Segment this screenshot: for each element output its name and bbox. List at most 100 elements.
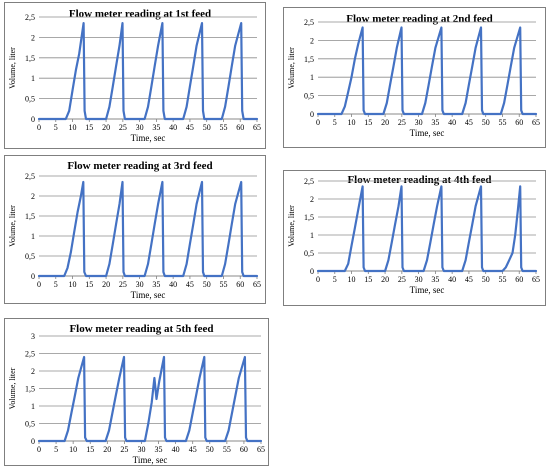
y-tick-label: 0 (31, 437, 35, 446)
x-tick-label: 60 (240, 445, 248, 454)
y-tick-label: 2 (31, 367, 35, 376)
y-axis-label: Volume, liter (8, 47, 17, 89)
x-tick-label: 55 (498, 275, 506, 284)
x-tick-label: 5 (54, 280, 58, 289)
x-tick-label: 10 (348, 275, 356, 284)
series-line (316, 26, 538, 116)
x-tick-label: 50 (203, 280, 211, 289)
y-tick-label: 0,5 (25, 252, 35, 261)
x-tick-label: 20 (103, 445, 111, 454)
y-tick-label: 2,5 (25, 13, 35, 22)
y-tick-label: 2 (31, 33, 35, 42)
chart-panel-3rd-feed: Flow meter reading at 3rd feed 0 0,5 1 1,5 2 2… (4, 155, 266, 304)
x-tick-label: 35 (152, 123, 160, 132)
y-tick-label: 0 (310, 110, 314, 119)
x-tick-label: 55 (219, 280, 227, 289)
x-tick-label: 45 (186, 123, 194, 132)
x-tick-label: 50 (482, 275, 490, 284)
chart-title: Flow meter reading at 4th feed (347, 174, 491, 186)
x-tick-label: 30 (137, 445, 145, 454)
y-tick-label: 1 (310, 231, 314, 240)
x-tick-label: 55 (223, 445, 231, 454)
chart-svg: Flow meter reading at 4th feed 0 0,5 1 1,5 2 2… (287, 174, 540, 295)
x-tick-label: 10 (69, 445, 77, 454)
x-tick-label: 15 (86, 445, 94, 454)
x-tick-label: 50 (203, 123, 211, 132)
x-tick-label: 55 (498, 118, 506, 127)
y-tick-label: 1,5 (25, 54, 35, 63)
y-tick-label: 1,5 (25, 385, 35, 394)
x-tick-label: 25 (120, 445, 128, 454)
y-tick-label: 2,5 (304, 18, 314, 27)
chart-panel-2nd-feed: Flow meter reading at 2nd feed 0 0,5 1 1,5 2 2… (283, 7, 546, 148)
y-tick-label: 0 (31, 272, 35, 281)
x-tick-label: 15 (364, 275, 372, 284)
y-tick-label: 0,5 (25, 95, 35, 104)
y-axis-label: Volume, liter (8, 205, 17, 247)
x-tick-label: 30 (415, 118, 423, 127)
y-tick-label: 2 (310, 195, 314, 204)
x-tick-label: 15 (85, 123, 93, 132)
x-tick-label: 60 (515, 118, 523, 127)
y-tick-label: 1 (310, 73, 314, 82)
x-tick-label: 35 (155, 445, 163, 454)
y-tick-label: 2 (31, 192, 35, 201)
y-tick-label: 3 (31, 332, 35, 341)
x-tick-label: 40 (172, 445, 180, 454)
y-tick-label: 0 (31, 115, 35, 124)
x-tick-label: 0 (316, 275, 320, 284)
x-tick-label: 25 (398, 275, 406, 284)
x-tick-label: 35 (152, 280, 160, 289)
y-axis-label: Volume, liter (8, 367, 17, 409)
x-tick-label: 60 (236, 123, 244, 132)
y-tick-label: 1 (31, 74, 35, 83)
y-tick-label: 0,5 (304, 92, 314, 101)
x-tick-label: 0 (37, 123, 41, 132)
series-line (37, 22, 259, 121)
series-line (37, 180, 259, 278)
x-tick-label: 55 (219, 123, 227, 132)
x-tick-label: 5 (54, 123, 58, 132)
y-tick-label: 1,5 (25, 212, 35, 221)
x-tick-label: 45 (465, 118, 473, 127)
x-axis-label: Time, sec (410, 128, 445, 138)
chart-panel-5th-feed: Flow meter reading at 5th feed 0 0,5 1 1,5 2 2… (4, 318, 269, 466)
x-tick-label: 65 (532, 118, 540, 127)
x-axis-label: Time, sec (133, 455, 168, 465)
x-tick-label: 20 (381, 118, 389, 127)
chart-title: Flow meter reading at 3rd feed (67, 160, 212, 172)
x-tick-label: 65 (257, 445, 265, 454)
x-tick-label: 60 (236, 280, 244, 289)
x-tick-label: 40 (169, 280, 177, 289)
chart-svg: Flow meter reading at 1st feed 0 0,5 1 1,5 2 2… (8, 8, 261, 143)
y-tick-label: 1 (31, 232, 35, 241)
x-tick-label: 10 (69, 123, 77, 132)
y-tick-label: 1,5 (304, 55, 314, 64)
x-tick-label: 5 (333, 118, 337, 127)
x-axis-label: Time, sec (131, 290, 166, 300)
x-tick-label: 60 (515, 275, 523, 284)
y-tick-label: 2,5 (304, 177, 314, 186)
x-tick-label: 20 (381, 275, 389, 284)
x-tick-label: 0 (316, 118, 320, 127)
chart-title: Flow meter reading at 1st feed (69, 8, 211, 20)
series-line (316, 185, 538, 273)
x-tick-label: 65 (532, 275, 540, 284)
x-tick-label: 25 (119, 123, 127, 132)
x-tick-label: 5 (54, 445, 58, 454)
x-tick-label: 65 (253, 123, 261, 132)
x-tick-label: 50 (482, 118, 490, 127)
x-tick-label: 30 (136, 280, 144, 289)
x-tick-label: 20 (102, 280, 110, 289)
chart-panel-4th-feed: Flow meter reading at 4th feed 0 0,5 1 1,5 2 2… (283, 170, 546, 306)
x-tick-label: 40 (448, 275, 456, 284)
x-tick-label: 30 (415, 275, 423, 284)
series-line (37, 355, 263, 443)
y-axis-label: Volume, liter (287, 205, 296, 247)
y-tick-label: 0,5 (304, 249, 314, 258)
y-tick-label: 0 (310, 267, 314, 276)
chart-svg: Flow meter reading at 5th feed 0 0,5 1 1,5 2 2… (8, 323, 265, 465)
chart-panel-1st-feed: Flow meter reading at 1st feed 0 0,5 1 1,5 2 2… (4, 2, 266, 149)
x-tick-label: 15 (364, 118, 372, 127)
x-tick-label: 35 (431, 118, 439, 127)
